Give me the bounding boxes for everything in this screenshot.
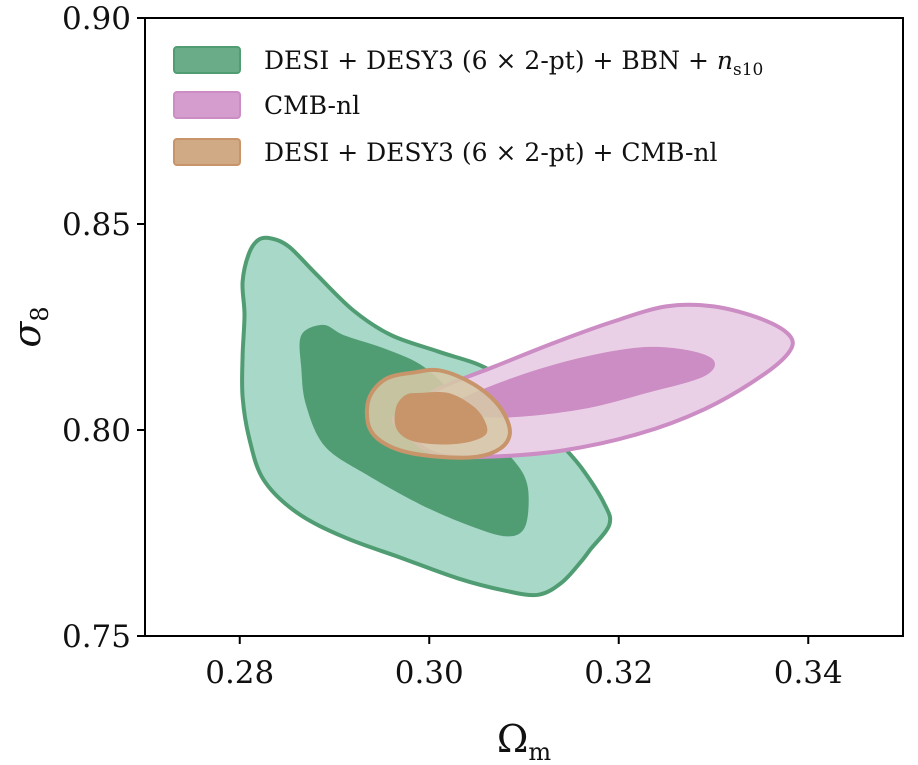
legend-label-3: DESI + DESY3 (6 × 2-pt) + CMB-nl (264, 138, 718, 167)
legend: DESI + DESY3 (6 × 2-pt) + BBN + ns10 CMB-… (173, 46, 763, 167)
y-tick-label: 0.85 (62, 207, 131, 243)
ticks-layer: 0.28 0.30 0.32 0.34 0.75 0.80 0.85 0.90 (62, 1, 843, 691)
y-tick-label: 0.90 (62, 1, 131, 37)
contours-layer (240, 235, 795, 598)
y-axis-label: σ8 (5, 306, 54, 347)
legend-swatch-3 (173, 138, 241, 166)
x-tick-label: 0.30 (395, 655, 464, 691)
legend-label-2: CMB-nl (264, 91, 360, 120)
series-2-inner-contour (444, 346, 715, 418)
x-tick-label: 0.28 (205, 655, 274, 691)
x-tick-label: 0.34 (774, 655, 843, 691)
x-axis-label: Ωm (497, 717, 552, 765)
y-tick-label: 0.80 (62, 413, 131, 449)
y-tick-label: 0.75 (62, 619, 131, 655)
series-3-inner-contour (394, 391, 488, 445)
legend-label-1: DESI + DESY3 (6 × 2-pt) + BBN + ns10 (264, 46, 763, 80)
series-3-contours (364, 367, 512, 460)
legend-swatch-1 (173, 46, 241, 74)
x-tick-label: 0.32 (584, 655, 653, 691)
plot-frame (144, 17, 904, 637)
legend-swatch-2 (173, 91, 241, 119)
